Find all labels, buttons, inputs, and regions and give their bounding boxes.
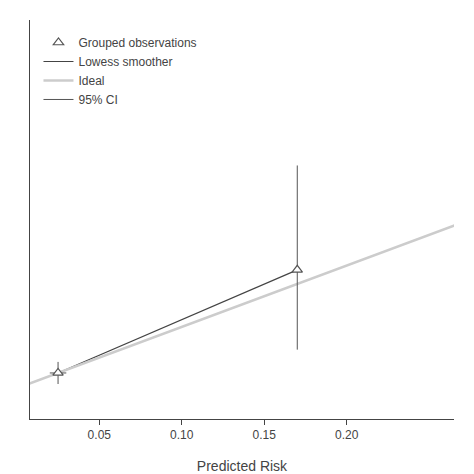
svg-text:Ideal: Ideal: [78, 74, 104, 88]
svg-text:Grouped observations: Grouped observations: [78, 36, 196, 50]
svg-text:0.05: 0.05: [88, 428, 112, 442]
svg-text:95% CI: 95% CI: [78, 93, 117, 107]
svg-text:0.20: 0.20: [335, 428, 359, 442]
svg-text:0.10: 0.10: [170, 428, 194, 442]
svg-text:Lowess smoother: Lowess smoother: [78, 55, 172, 69]
svg-text:0.15: 0.15: [253, 428, 277, 442]
svg-text:Predicted Risk: Predicted Risk: [197, 458, 288, 474]
